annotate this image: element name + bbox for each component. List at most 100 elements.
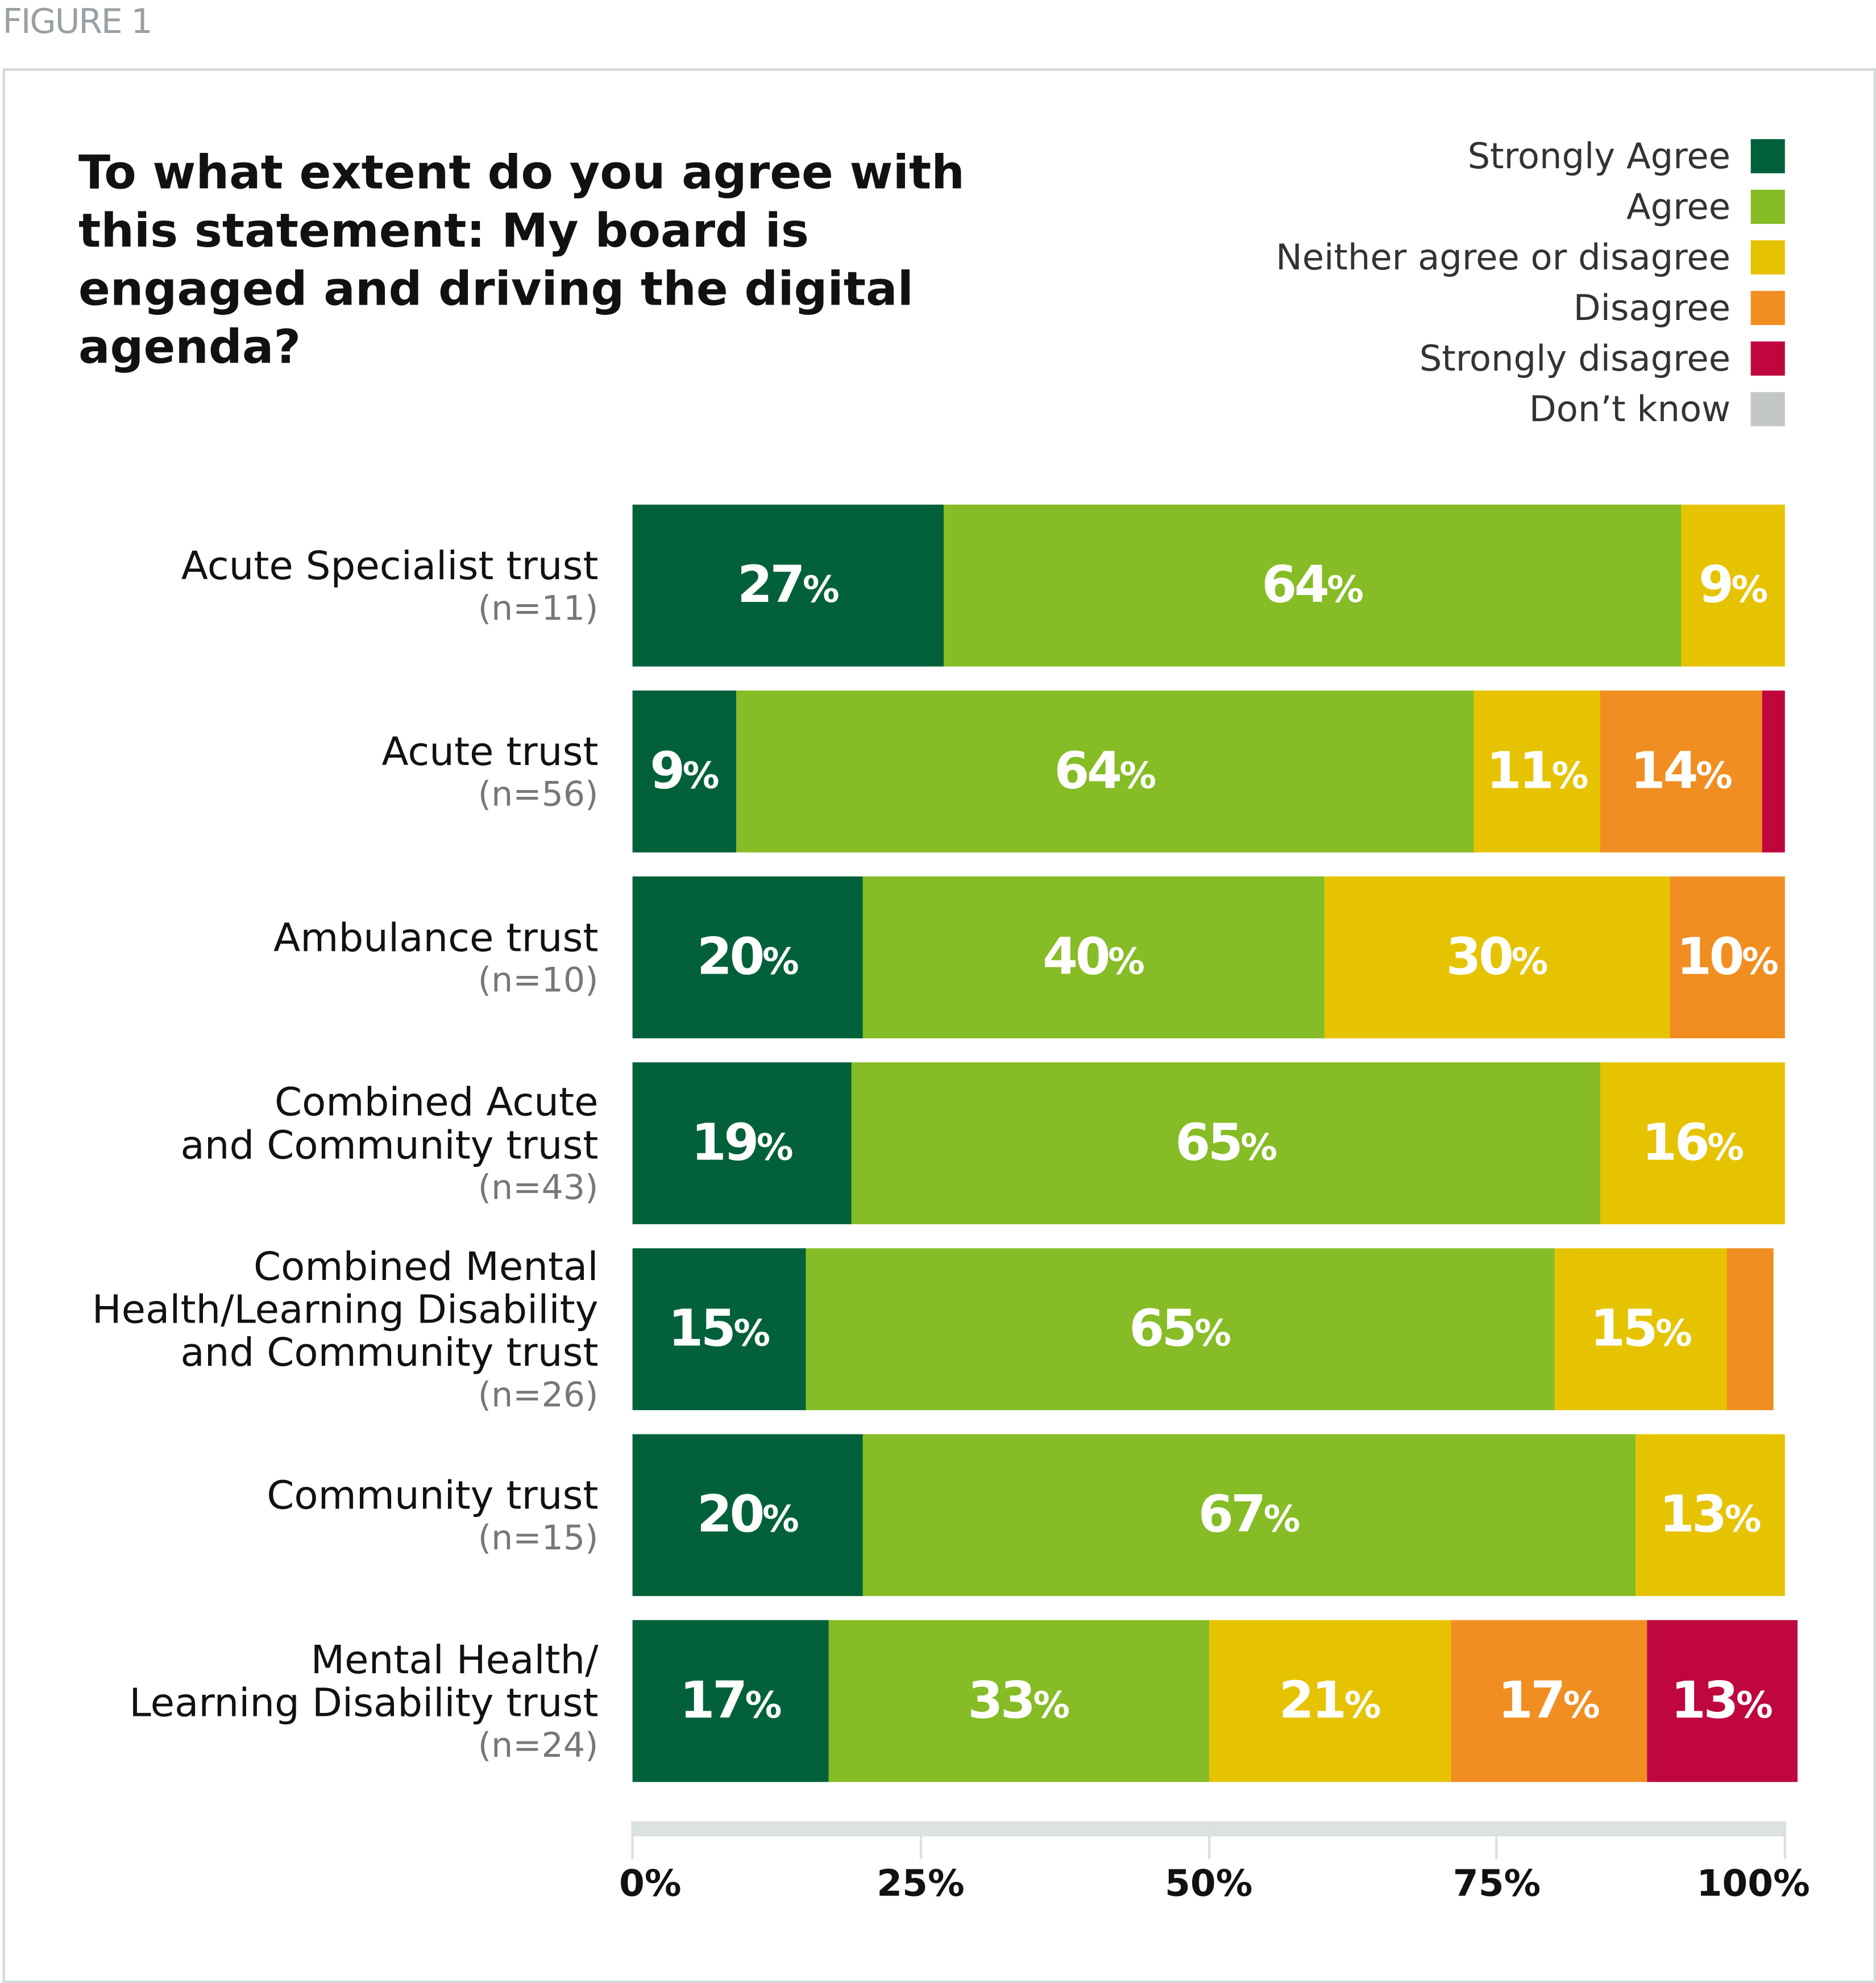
bar-segment: 10%: [1670, 876, 1786, 1038]
category-n: (n=26): [478, 1376, 599, 1415]
percent-sign: %: [1263, 1497, 1301, 1541]
legend-item: Strongly Agree: [1276, 130, 1785, 181]
legend-swatch: [1750, 290, 1785, 325]
bar-segment: 15%: [1554, 1248, 1728, 1411]
bar-segment: 13%: [1635, 1434, 1786, 1597]
bar-segment: 65%: [851, 1062, 1601, 1224]
figure-label: FIGURE 1: [2, 2, 152, 42]
category-n: (n=15): [478, 1519, 599, 1558]
category-name: Combined Mental: [253, 1244, 599, 1290]
category-name: Mental Health/: [310, 1637, 599, 1683]
percent-sign: %: [1119, 754, 1157, 797]
category-name: Acute Specialist trust: [181, 543, 599, 589]
legend-label: Disagree: [1573, 286, 1731, 329]
category-label: Mental Health/Learning Disability trust(…: [129, 1639, 598, 1768]
bar-segment: [1727, 1248, 1774, 1411]
category-n: (n=10): [478, 961, 599, 1001]
percent-sign: %: [802, 568, 840, 611]
percent-sign: %: [1551, 754, 1589, 797]
tick-mark: [1495, 1821, 1499, 1860]
data-label: 13%: [1670, 1672, 1773, 1731]
category-name: Learning Disability trust: [129, 1681, 599, 1727]
data-label: 67%: [1198, 1486, 1301, 1544]
tick-label: 25%: [877, 1861, 965, 1905]
percent-sign: %: [762, 939, 799, 983]
percent-sign: %: [1240, 1125, 1277, 1169]
bar-segment: 9%: [632, 690, 737, 853]
percent-sign: %: [1736, 1683, 1773, 1727]
bar-segment: 40%: [863, 876, 1325, 1038]
percent-sign: %: [1707, 1125, 1744, 1169]
legend-swatch: [1750, 340, 1785, 375]
category-name: Ambulance trust: [273, 916, 599, 962]
bar-segment: 9%: [1681, 504, 1786, 667]
percent-sign: %: [1344, 1683, 1381, 1727]
legend-swatch: [1750, 391, 1785, 426]
legend: Strongly Agree Agree Neither agree or disa…: [1276, 130, 1785, 434]
data-label: 33%: [968, 1672, 1070, 1731]
bar-segment: 17%: [1450, 1620, 1647, 1782]
data-label: 21%: [1279, 1672, 1381, 1731]
data-label: 20%: [697, 928, 799, 987]
percent-sign: %: [1033, 1683, 1070, 1727]
data-label: 9%: [650, 742, 720, 801]
data-label: 64%: [1261, 556, 1364, 615]
tick-mark: [1783, 1821, 1786, 1860]
data-label: 65%: [1175, 1114, 1277, 1173]
percent-sign: %: [1695, 754, 1733, 797]
bar-segment: [1762, 690, 1786, 853]
data-label: 27%: [737, 556, 840, 615]
bar-segment: 20%: [632, 876, 864, 1038]
tick-label: 50%: [1164, 1861, 1253, 1905]
bar-segment: 21%: [1209, 1620, 1451, 1782]
data-label: 16%: [1642, 1114, 1744, 1173]
data-label: 30%: [1446, 928, 1549, 987]
percent-sign: %: [1194, 1311, 1231, 1355]
category-label: Combined Acute and Community trust (n=43): [181, 1082, 599, 1211]
percent-sign: %: [1731, 568, 1769, 611]
data-label: 15%: [668, 1300, 771, 1358]
data-label: 10%: [1676, 928, 1779, 987]
category-name: Combined Acute: [275, 1080, 599, 1126]
category-name: Health/Learning Disability: [92, 1287, 599, 1333]
legend-swatch: [1750, 189, 1785, 223]
data-label: 17%: [679, 1672, 782, 1731]
data-label: 9%: [1698, 556, 1769, 615]
legend-swatch: [1750, 138, 1785, 173]
legend-item: Neither agree or disagree: [1276, 231, 1785, 282]
category-label: Community trust (n=15): [267, 1475, 598, 1561]
data-label: 15%: [1590, 1300, 1692, 1358]
tick-mark: [919, 1821, 922, 1860]
chart-panel: [2, 68, 1876, 1983]
legend-item: Strongly disagree: [1276, 332, 1785, 383]
category-name: Acute trust: [381, 729, 599, 776]
tick-mark: [1207, 1821, 1210, 1860]
data-label: 40%: [1043, 928, 1145, 987]
legend-label: Strongly Agree: [1467, 134, 1731, 177]
legend-swatch: [1750, 239, 1785, 274]
category-label: Ambulance trust (n=10): [273, 917, 598, 1003]
legend-label: Neither agree or disagree: [1276, 235, 1731, 278]
category-label: Acute Specialist trust (n=11): [181, 545, 599, 631]
percent-sign: %: [1511, 939, 1549, 983]
category-label: Combined Mental Health/Learning Disabilit…: [92, 1246, 599, 1418]
data-label: 64%: [1054, 742, 1157, 801]
percent-sign: %: [1655, 1311, 1692, 1355]
percent-sign: %: [1563, 1683, 1600, 1727]
tick-label: 100%: [1696, 1861, 1810, 1905]
category-n: (n=11): [478, 589, 599, 629]
bar-segment: 14%: [1600, 690, 1763, 853]
bar-segment: 67%: [863, 1434, 1636, 1597]
bar-segment: 16%: [1600, 1062, 1786, 1224]
tick-mark: [631, 1821, 634, 1860]
percent-sign: %: [756, 1125, 794, 1169]
data-label: 11%: [1486, 742, 1589, 801]
bar-segment: 19%: [632, 1062, 852, 1224]
bar-segment: 13%: [1646, 1620, 1798, 1782]
data-label: 17%: [1497, 1672, 1600, 1731]
bar-segment: 20%: [632, 1434, 864, 1597]
data-label: 19%: [691, 1114, 794, 1173]
tick-label: 0%: [619, 1861, 682, 1905]
percent-sign: %: [745, 1683, 782, 1727]
